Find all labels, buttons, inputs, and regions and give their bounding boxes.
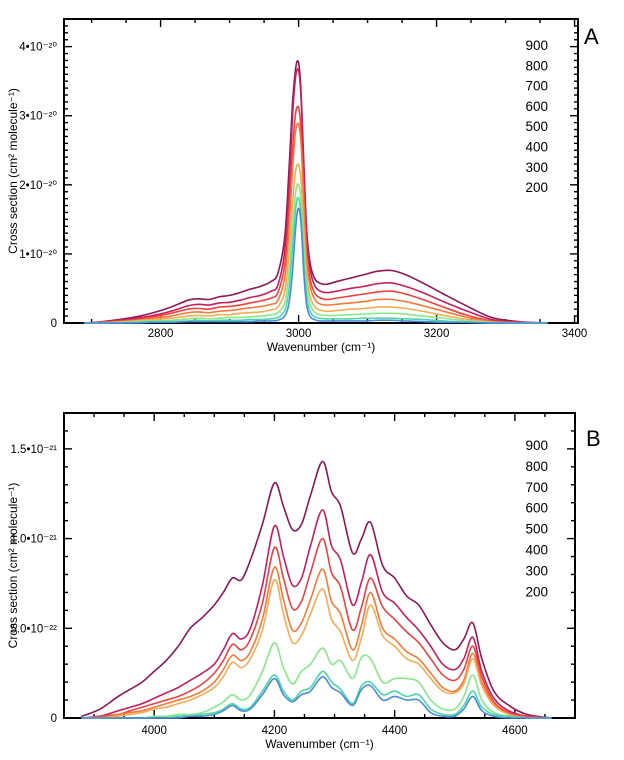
x-tick-label: 4400 xyxy=(382,725,408,737)
series-800 xyxy=(83,68,548,324)
legend-entry-400: 400 xyxy=(525,543,548,558)
panel-letter-a: A xyxy=(584,24,599,49)
series-900 xyxy=(83,60,548,324)
y-ticks xyxy=(64,25,578,324)
series-200 xyxy=(83,207,548,324)
series-900 xyxy=(81,460,552,719)
series-300 xyxy=(83,196,548,324)
legend: 900 800 700 600 500 400 300 200 xyxy=(525,438,548,599)
x-tick-label: 4600 xyxy=(502,725,528,737)
legend-entry-300: 300 xyxy=(525,160,548,175)
legend-entry-900: 900 xyxy=(525,38,548,53)
legend-entry-600: 600 xyxy=(525,501,548,516)
legend-entry-500: 500 xyxy=(525,119,548,134)
series-600 xyxy=(81,566,552,719)
series-500 xyxy=(83,163,548,324)
x-tick-label: 3400 xyxy=(562,328,588,340)
panel-a: 2800 3000 3200 3400 0 1•10⁻²⁰ 2•10⁻²⁰ 3•10⁻²⁰ 4•… xyxy=(6,18,599,354)
y-axis-label: Cross section (cm² molecule⁻¹) xyxy=(6,88,20,254)
x-tick-label: 4000 xyxy=(141,725,167,737)
legend-entry-800: 800 xyxy=(525,459,548,474)
legend-entry-900: 900 xyxy=(525,438,548,453)
x-tick-label: 4200 xyxy=(262,725,288,737)
panel-b: 4000 4200 4400 4600 0 5.0•10⁻²² 1.0•10⁻²¹ 1.5•1… xyxy=(6,412,601,751)
legend-entry-400: 400 xyxy=(525,140,548,155)
series-600 xyxy=(83,122,548,324)
y-tick-label: 2•10⁻²⁰ xyxy=(19,180,57,192)
x-ticks xyxy=(93,413,546,718)
series-700 xyxy=(83,105,548,324)
plot-frame xyxy=(63,18,579,324)
legend-entry-500: 500 xyxy=(525,522,548,537)
legend-entry-800: 800 xyxy=(525,58,548,73)
x-tick-label: 3200 xyxy=(424,328,450,340)
legend-entry-200: 200 xyxy=(525,180,548,195)
series-500 xyxy=(81,579,552,719)
x-tick-label: 2800 xyxy=(148,328,174,340)
y-tick-label: 4•10⁻²⁰ xyxy=(19,42,57,54)
legend: 900 800 700 600 500 400 300 200 xyxy=(525,38,548,195)
y-tick-label: 0 xyxy=(51,713,57,725)
y-tick-label: 5.0•10⁻²² xyxy=(10,623,57,635)
panel-letter-b: B xyxy=(586,426,601,451)
x-axis-label: Wavenumber (cm⁻¹) xyxy=(267,340,376,354)
y-axis-label: Cross section (cm² molecule⁻¹) xyxy=(6,483,20,649)
legend-entry-600: 600 xyxy=(525,99,548,114)
series-800 xyxy=(81,509,552,719)
y-tick-label: 1.0•10⁻²¹ xyxy=(10,534,57,546)
x-ticks xyxy=(90,19,576,323)
series-400 xyxy=(81,641,552,719)
legend-entry-700: 700 xyxy=(525,480,548,495)
legend-entry-200: 200 xyxy=(525,584,548,599)
legend-entry-300: 300 xyxy=(525,563,548,578)
y-tick-label: 1•10⁻²⁰ xyxy=(19,249,57,261)
series-700 xyxy=(81,537,552,719)
spectra-curves xyxy=(83,60,548,324)
y-tick-label: 1.5•10⁻²¹ xyxy=(10,444,57,456)
x-tick-label: 3000 xyxy=(286,328,312,340)
series-200 xyxy=(81,675,552,719)
y-ticks xyxy=(64,430,575,719)
spectra-curves xyxy=(81,460,552,719)
x-axis-label: Wavenumber (cm⁻¹) xyxy=(265,737,374,751)
series-300 xyxy=(81,670,552,719)
plot-frame xyxy=(63,412,576,719)
series-400 xyxy=(83,183,548,324)
y-tick-label: 0 xyxy=(51,318,57,330)
y-tick-label: 3•10⁻²⁰ xyxy=(19,111,57,123)
legend-entry-700: 700 xyxy=(525,79,548,94)
